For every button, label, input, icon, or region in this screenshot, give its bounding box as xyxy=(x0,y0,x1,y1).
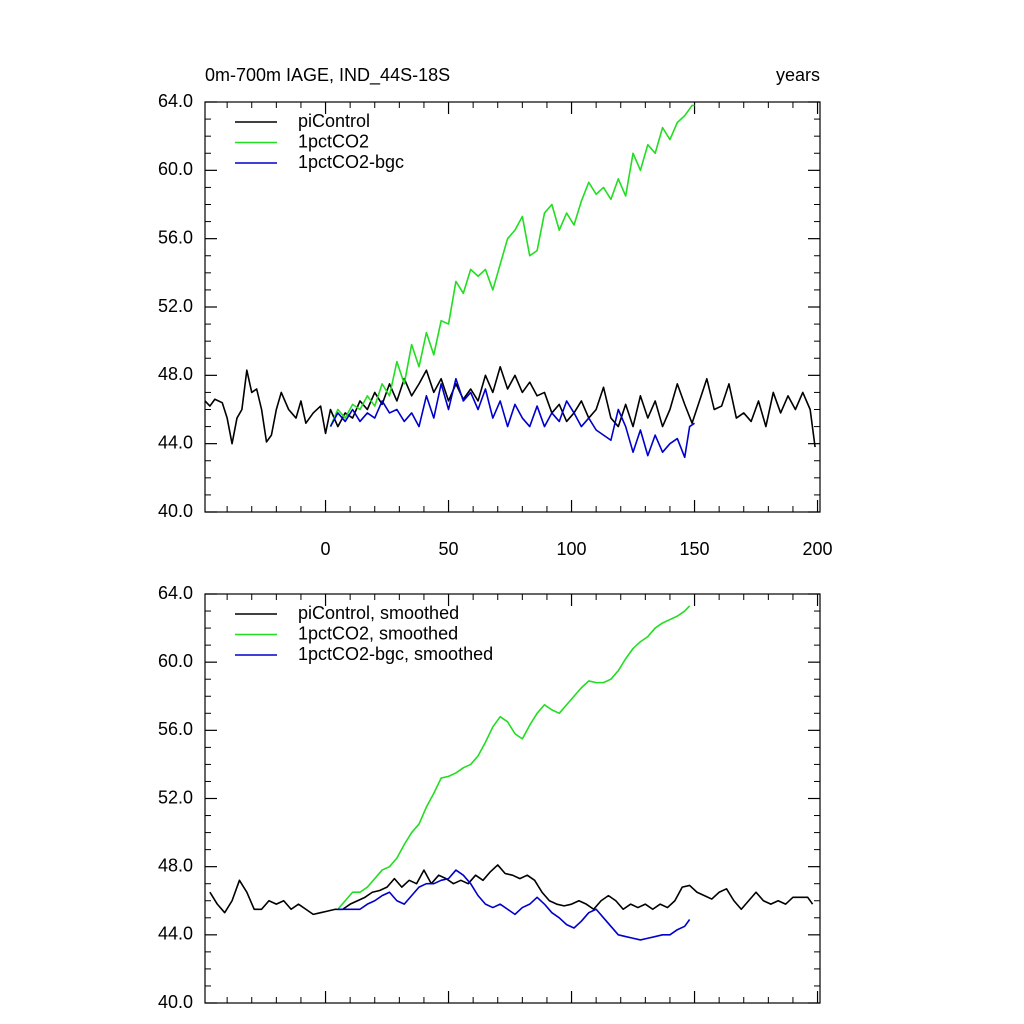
y-tick-label: 48.0 xyxy=(158,855,193,875)
x-tick-label: 0 xyxy=(321,539,331,559)
y-tick-label: 48.0 xyxy=(158,364,193,384)
x-tick-label: 50 xyxy=(439,539,459,559)
y-tick-label: 52.0 xyxy=(158,296,193,316)
x-tick-label: 150 xyxy=(680,539,710,559)
series-line xyxy=(329,377,695,459)
units-label: years xyxy=(776,65,820,85)
y-tick-label: 56.0 xyxy=(158,719,193,739)
y-tick-label: 52.0 xyxy=(158,787,193,807)
series-line xyxy=(329,104,695,427)
y-tick-label: 40.0 xyxy=(158,992,193,1012)
legend-label: 1pctCO2, smoothed xyxy=(298,623,458,643)
y-tick-label: 44.0 xyxy=(158,924,193,944)
x-tick-label: 100 xyxy=(557,539,587,559)
y-tick-label: 64.0 xyxy=(158,583,193,603)
chart-title: 0m-700m IAGE, IND_44S-18S xyxy=(205,65,450,86)
series-line xyxy=(337,605,691,910)
y-tick-label: 60.0 xyxy=(158,651,193,671)
legend-label: 1pctCO2-bgc, smoothed xyxy=(298,644,493,664)
y-tick-label: 56.0 xyxy=(158,227,193,247)
series-line xyxy=(209,864,814,916)
y-tick-label: 64.0 xyxy=(158,91,193,111)
legend-label: piControl xyxy=(298,111,370,131)
legend-label: piControl, smoothed xyxy=(298,603,459,623)
y-tick-label: 44.0 xyxy=(158,432,193,452)
y-tick-label: 60.0 xyxy=(158,159,193,179)
series-line xyxy=(204,365,816,448)
y-tick-label: 40.0 xyxy=(158,501,193,521)
legend-label: 1pctCO2 xyxy=(298,131,369,151)
legend-label: 1pctCO2-bgc xyxy=(298,152,404,172)
x-tick-label: 200 xyxy=(803,539,833,559)
series-line xyxy=(337,869,691,941)
